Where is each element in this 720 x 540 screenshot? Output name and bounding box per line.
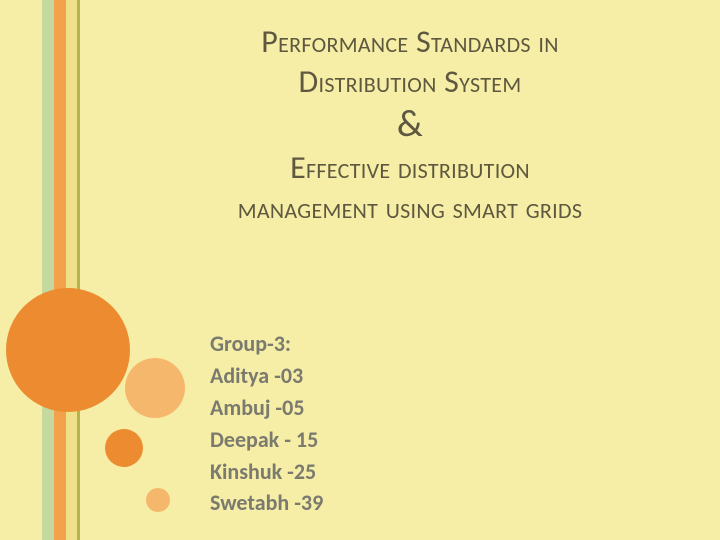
title-line-2: Distribution System (150, 62, 670, 102)
title-line-1: Performance Standards in (150, 22, 670, 62)
title-line-4: management using smart grids (150, 188, 670, 228)
subtitle-block: Group-3:Aditya -03Ambuj -05Deepak - 15Ki… (210, 328, 323, 519)
stripe-3 (77, 0, 80, 540)
slide: Performance Standards in Distribution Sy… (0, 0, 720, 540)
subtitle-line-3: Deepak - 15 (210, 424, 323, 456)
stripe-2 (66, 0, 77, 540)
subtitle-line-1: Aditya -03 (210, 360, 323, 392)
subtitle-line-0: Group-3: (210, 328, 323, 360)
title-line-3: Effective distribution (150, 148, 670, 188)
subtitle-line-5: Swetabh -39 (210, 487, 323, 519)
stripe-1 (54, 0, 66, 540)
circle-2 (105, 429, 143, 467)
subtitle-line-4: Kinshuk -25 (210, 456, 323, 488)
circle-3 (146, 488, 170, 512)
subtitle-line-2: Ambuj -05 (210, 392, 323, 424)
stripe-0 (42, 0, 54, 540)
title-block: Performance Standards in Distribution Sy… (150, 22, 670, 228)
circle-0 (6, 288, 130, 412)
circle-1 (125, 358, 185, 418)
title-ampersand: & (150, 102, 670, 148)
